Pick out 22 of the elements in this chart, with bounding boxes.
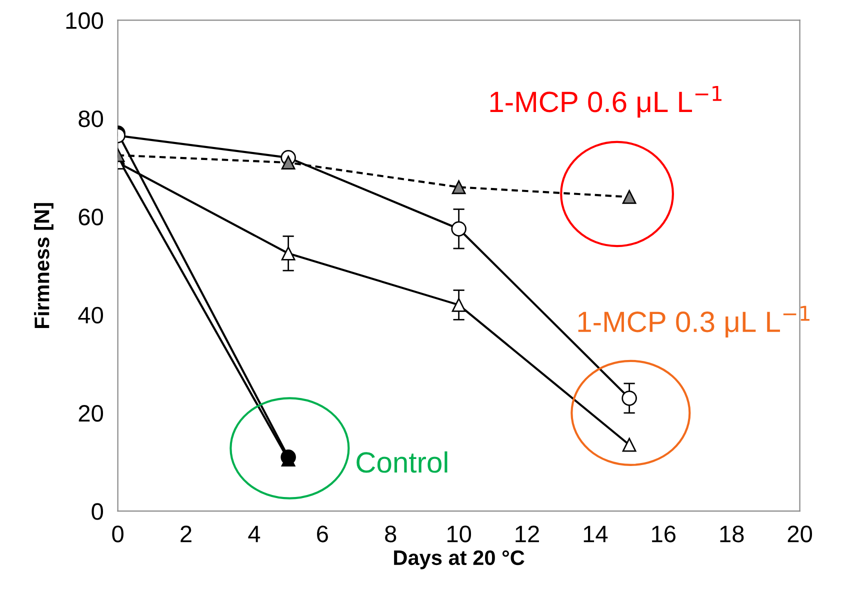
annotation: Control <box>356 451 448 473</box>
y-tick-label: 100 <box>66 12 104 30</box>
y-tick-label: 0 <box>92 503 104 520</box>
y-tick-label: 60 <box>78 208 104 226</box>
x-tick-label: 18 <box>720 526 744 542</box>
x-tick-label: 16 <box>652 526 676 542</box>
x-tick-label: 0 <box>112 526 124 542</box>
y-tick-label: 80 <box>78 110 104 128</box>
x-tick-label: 20 <box>788 526 812 542</box>
x-tick-label: 12 <box>516 526 539 542</box>
x-tick-label: 14 <box>584 526 608 542</box>
x-tick-label: 10 <box>447 526 472 542</box>
x-tick-label: 2 <box>180 526 192 542</box>
annotation: 1-MCP 0.3 μL L$^{−1}$ <box>578 306 810 338</box>
y-axis-title: Firmness [N] <box>34 203 54 328</box>
y-tick-label: 20 <box>78 405 104 422</box>
annotation: 1-MCP 0.6 μL L$^{−1}$ <box>490 86 722 118</box>
y-tick-label: 40 <box>78 306 104 324</box>
x-tick-label: 6 <box>317 526 328 542</box>
x-tick-label: 4 <box>248 526 260 542</box>
x-axis-title: Days at 20 °C <box>394 550 524 570</box>
x-tick-label: 8 <box>385 526 396 542</box>
